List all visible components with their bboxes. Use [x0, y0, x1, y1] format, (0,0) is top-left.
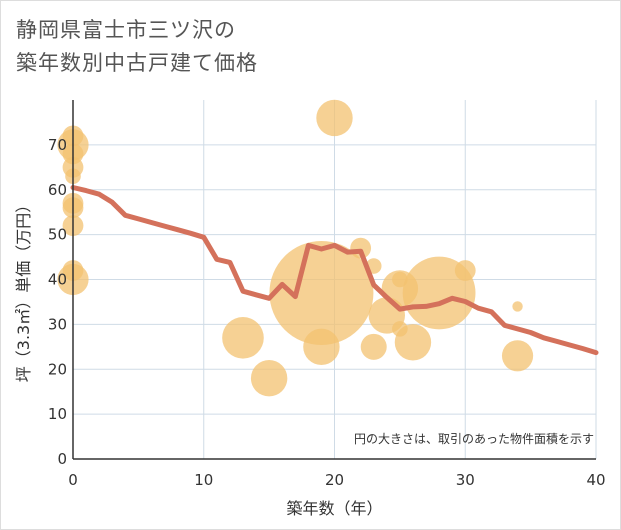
bubble	[222, 317, 264, 359]
x-tick-label: 30	[456, 471, 475, 489]
bubble	[269, 240, 374, 345]
y-tick-label: 40	[48, 271, 67, 289]
title-line-1: 静岡県富士市三ツ沢の	[16, 18, 236, 42]
y-tick-label: 60	[48, 181, 67, 199]
y-axis-label: 坪（3.3㎡）単価（万円）	[14, 197, 33, 382]
axes	[72, 100, 596, 460]
bubble	[454, 260, 476, 281]
bubble-series	[57, 99, 534, 397]
bubble	[394, 324, 432, 361]
y-tick-label: 50	[48, 226, 67, 244]
bubble	[250, 360, 288, 397]
y-tick-label: 10	[48, 405, 67, 423]
trend-line	[70, 185, 599, 356]
x-axis-label: 築年数（年）	[286, 499, 382, 518]
y-tick-label: 30	[48, 315, 67, 333]
y-tick-label: 0	[57, 450, 67, 468]
x-tick-label: 20	[325, 471, 344, 489]
chart-title: 静岡県富士市三ツ沢の 築年数別中古戸建て価格	[16, 14, 258, 80]
x-tick-label: 0	[68, 471, 78, 489]
bubble	[303, 328, 340, 366]
bubble	[316, 99, 353, 137]
y-tick-label: 20	[48, 360, 67, 378]
x-tick-label: 10	[194, 471, 213, 489]
tick-labels: 0 10 20 30 40 0 10 20 30 40 50 60 70	[48, 136, 606, 489]
bubble	[501, 340, 534, 372]
x-tick-label: 40	[586, 471, 605, 489]
title-line-2: 築年数別中古戸建て価格	[16, 51, 258, 75]
y-tick-label: 70	[48, 136, 67, 154]
bubble	[512, 301, 523, 312]
size-note: 円の大きさは、取引のあった物件面積を示す	[354, 431, 594, 446]
bubble	[360, 333, 387, 360]
